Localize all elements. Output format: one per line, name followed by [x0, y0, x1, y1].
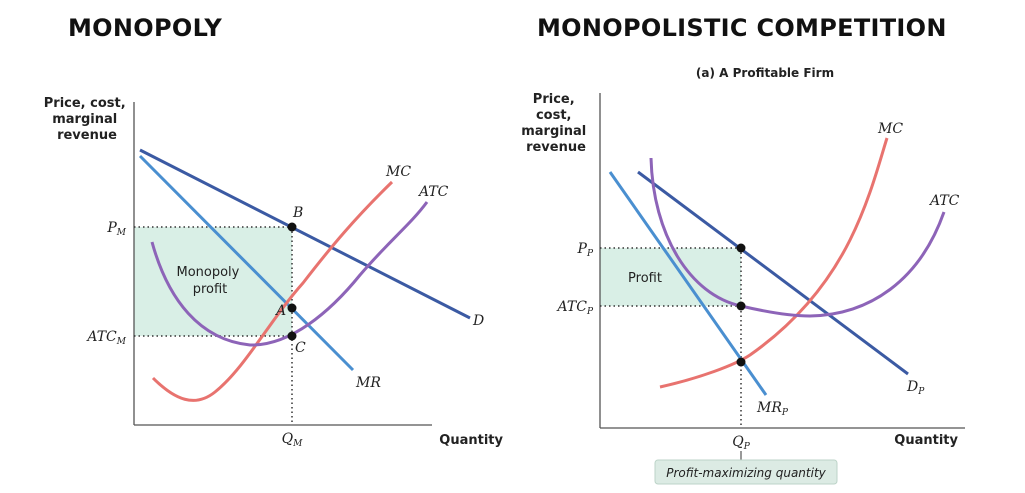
right-mc-curve: [659, 137, 889, 389]
right-mr-label: MRP: [756, 400, 789, 418]
left-atc-label-curve: ATC: [417, 184, 449, 200]
left-price-label-sub: M: [116, 228, 127, 238]
left-demand-label: D: [472, 313, 484, 329]
point-c: [287, 331, 297, 341]
left-y-axis-label-line-3: revenue: [57, 128, 117, 143]
left-quantity-label-main: Q: [282, 431, 294, 447]
right-quantity-label-main: Q: [732, 434, 744, 450]
left-price-label-main: P: [106, 220, 117, 236]
left-atc-label: ATCM: [85, 329, 126, 347]
right-quantity-label-sub: P: [743, 442, 751, 452]
point-b-label: B: [292, 205, 303, 221]
right-demand-label-sub: P: [917, 387, 925, 397]
left-atc-label-main: ATC: [85, 329, 117, 345]
right-atc-label-main: ATC: [556, 299, 588, 315]
left-atc-label-sub: M: [116, 337, 127, 347]
right-y-axis-label-line-2: cost,: [536, 108, 572, 123]
left-mr-label: MR: [355, 375, 381, 391]
point-price: [736, 243, 746, 253]
right-y-axis-label-line-3: marginal: [521, 124, 586, 139]
right-demand-label: DP: [906, 379, 925, 397]
right-x-axis-label: Quantity: [894, 433, 958, 448]
right-quantity-tick-label: QP: [732, 434, 750, 452]
right-subtitle: (a) A Profitable Firm: [696, 66, 834, 80]
right-mr-label-main: MR: [756, 400, 782, 416]
right-y-axis-label: Price, cost, marginal revenue: [521, 92, 591, 155]
left-price-label: PM: [106, 220, 126, 238]
right-atc-curve: [649, 157, 946, 318]
point-c-label: C: [295, 340, 306, 356]
callout-label: Profit-maximizing quantity: [666, 466, 826, 480]
monopolistic-competition-diagram: (a) A Profitable Firm Price, cost, margi…: [521, 66, 965, 485]
left-mc-curve: [151, 180, 394, 402]
monopoly-profit-label: Monopoly profit: [176, 265, 243, 297]
point-b: [287, 222, 297, 232]
right-price-label-sub: P: [586, 249, 594, 259]
right-demand-label-main: D: [906, 379, 918, 395]
monopolistic-competition-title: MONOPOLISTIC COMPETITION: [537, 14, 947, 42]
left-demand-curve: [139, 148, 471, 320]
left-mc-label: MC: [385, 164, 411, 180]
left-mr-curve: [138, 154, 355, 372]
left-y-axis-label-line-2: marginal: [52, 112, 117, 127]
monopoly-profit-label-line-1: Monopoly: [176, 265, 239, 280]
right-atc-label-curve: ATC: [928, 193, 960, 209]
monopoly-title: MONOPOLY: [68, 14, 223, 42]
right-price-label: PP: [577, 241, 594, 259]
right-price-label-main: P: [577, 241, 588, 257]
right-mr-label-sub: P: [781, 408, 789, 418]
point-a: [287, 303, 297, 313]
monopoly-profit-label-line-2: profit: [193, 282, 228, 297]
profit-label: Profit: [628, 271, 662, 286]
right-mc-label: MC: [877, 121, 903, 137]
point-a-label: A: [274, 303, 286, 319]
left-quantity-label-sub: M: [292, 439, 303, 449]
left-y-axis-label: Price, cost, marginal revenue: [44, 96, 130, 143]
point-mc-mr: [736, 357, 746, 367]
callout-box: [654, 459, 838, 485]
right-y-axis-label-line-4: revenue: [526, 140, 586, 155]
left-quantity-tick-label: QM: [282, 431, 303, 449]
left-x-axis-label: Quantity: [439, 433, 503, 448]
left-y-axis-label-line-1: Price, cost,: [44, 96, 126, 111]
right-demand-curve: [637, 170, 909, 376]
right-y-axis-label-line-1: Price,: [533, 92, 575, 107]
right-atc-label: ATCP: [556, 299, 594, 317]
right-atc-label-sub: P: [586, 307, 594, 317]
point-atc: [736, 301, 746, 311]
monopoly-diagram: Price, cost, marginal revenue PM ATCM QM…: [44, 96, 504, 449]
